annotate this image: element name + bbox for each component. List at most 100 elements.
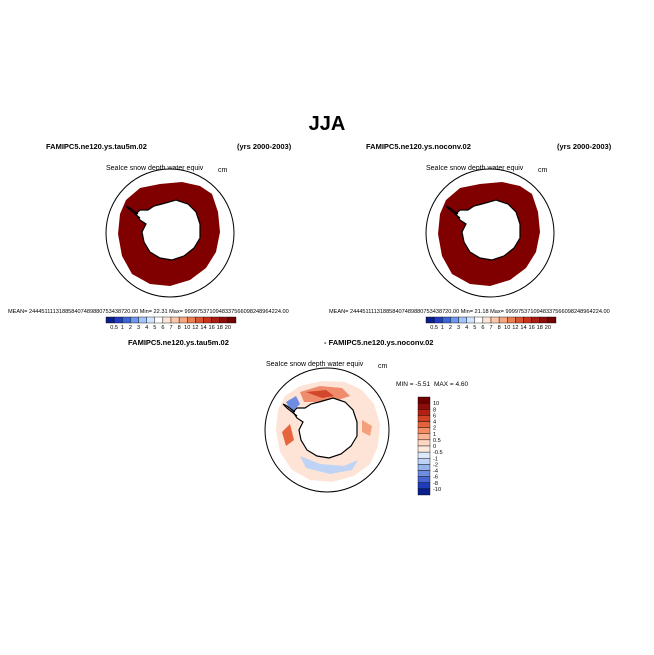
- right-colorbar-tick-label: 3: [457, 325, 460, 331]
- diff-colorbar-tick-label: 1: [433, 432, 436, 438]
- diff-colorbar-tick-label: 6: [433, 413, 436, 419]
- right-colorbar-tick-label: 20: [545, 325, 551, 331]
- right-colorbar-tick-label: 12: [512, 325, 518, 331]
- diff-case-b: - FAMIPC5.ne120.ys.noconv.02: [324, 338, 434, 347]
- diff-map: [264, 367, 390, 493]
- left-colorbar-swatch: [178, 316, 188, 324]
- diff-colorbar-swatch: [417, 396, 431, 404]
- diff-field-positive-patch-e: [362, 420, 372, 436]
- right-colorbar-tick-label: 1: [441, 325, 444, 331]
- left-colorbar-swatch: [162, 316, 172, 324]
- left-colorbar-swatch: [138, 316, 147, 324]
- left-colorbar-tick-label: 1: [121, 325, 124, 331]
- diff-colorbar-tick-label: -4: [433, 469, 438, 475]
- left-stats: MEAN= 244451111318858407489880753438720.…: [8, 309, 289, 315]
- left-colorbar-tick-label: 8: [178, 325, 181, 331]
- right-colorbar-swatch: [474, 316, 484, 324]
- right-colorbar-swatch: [531, 316, 540, 324]
- diff-colorbar-tick-label: 8: [433, 407, 436, 413]
- right-colorbar-tick-label: 8: [498, 325, 501, 331]
- diff-colorbar-swatch: [417, 482, 431, 490]
- left-colorbar-tick-label: 4: [145, 325, 148, 331]
- left-colorbar-tick-label: 18: [217, 325, 223, 331]
- left-colorbar-swatch: [195, 316, 204, 324]
- left-colorbar-tick-label: 3: [137, 325, 140, 331]
- right-map: [425, 168, 555, 298]
- diff-colorbar-swatch: [417, 451, 431, 459]
- diff-colorbar-swatch: [417, 433, 431, 441]
- left-colorbar-swatch: [146, 316, 155, 324]
- left-colorbar-swatch: [227, 316, 237, 324]
- diff-colorbar-tick-label: 0: [433, 444, 436, 450]
- left-colorbar: 0.5 1 2 3 4 5 6 7 8 10 12 14 16 18 20: [105, 316, 237, 331]
- diff-colorbar-tick-label: -6: [433, 475, 438, 481]
- left-colorbar-swatch: [130, 316, 139, 324]
- left-colorbar-tick-label: 20: [225, 325, 231, 331]
- left-colorbar-swatch: [170, 316, 180, 324]
- left-colorbar-swatch: [154, 316, 164, 324]
- left-colorbar-swatch: [105, 316, 115, 324]
- diff-colorbar-swatch: [417, 458, 431, 465]
- diff-colorbar-tick-label: -0.5: [433, 450, 443, 456]
- diff-field-negative-patch-nw: [286, 396, 300, 412]
- diff-max-label: MAX = 4.60: [434, 381, 469, 388]
- right-colorbar-tick-label: 6: [481, 325, 484, 331]
- left-colorbar-tick-label: 2: [129, 325, 132, 331]
- diff-variable-label: SeaIce snow depth water equiv: [266, 361, 364, 368]
- right-colorbar-tick-label: 7: [489, 325, 492, 331]
- diff-units: cm: [378, 363, 388, 370]
- right-units: cm: [538, 167, 548, 174]
- left-colorbar-tick-label: 6: [161, 325, 164, 331]
- right-colorbar-swatch: [433, 316, 443, 324]
- diff-colorbar-tick-label: 0.5: [433, 438, 441, 444]
- diff-min-label: MIN = -5.51: [396, 381, 431, 388]
- diff-colorbar-swatch: [417, 409, 431, 416]
- right-colorbar-tick-label: 5: [473, 325, 476, 331]
- right-variable-label: SeaIce snow depth water equiv: [426, 165, 524, 172]
- diff-colorbar-swatch: [417, 427, 431, 434]
- diff-colorbar-tick-label: 2: [433, 426, 436, 432]
- right-colorbar-swatch: [458, 316, 467, 324]
- right-colorbar-swatch: [498, 316, 508, 324]
- left-colorbar-swatch: [113, 316, 123, 324]
- right-stats: MEAN= 244451111318858407489880753438720.…: [329, 309, 610, 315]
- right-colorbar: 0.5 1 2 3 4 5 6 7 8 10 12 14 16 18 20: [425, 316, 557, 331]
- left-map: [105, 168, 235, 298]
- diff-field-negative-band: [300, 456, 358, 474]
- right-colorbar-tick-label: 10: [504, 325, 510, 331]
- left-colorbar-tick-label: 16: [209, 325, 215, 331]
- left-years: (yrs 2000-2003): [237, 142, 292, 151]
- right-colorbar-tick-label: 18: [537, 325, 543, 331]
- right-colorbar-tick-label: 2: [449, 325, 452, 331]
- diff-colorbar-tick-label: 4: [433, 420, 436, 426]
- diff-field-strong-positive: [306, 390, 334, 398]
- right-colorbar-swatch: [515, 316, 524, 324]
- left-colorbar-tick-label: 5: [153, 325, 156, 331]
- diff-colorbar-swatch: [417, 402, 431, 410]
- right-case-title: FAMIPC5.ne120.ys.noconv.02: [366, 142, 471, 151]
- diff-colorbar-swatch: [417, 445, 431, 453]
- left-variable-label: SeaIce snow depth water equiv: [106, 165, 204, 172]
- left-colorbar-swatch: [122, 316, 131, 324]
- diff-colorbar-tick-label: -1: [433, 456, 438, 462]
- diff-colorbar-swatch: [417, 476, 431, 483]
- right-colorbar-tick-label: 14: [520, 325, 526, 331]
- left-colorbar-swatch: [211, 316, 220, 324]
- right-colorbar-tick-label: 4: [465, 325, 468, 331]
- right-colorbar-swatch: [547, 316, 557, 324]
- left-colorbar-tick-label: 10: [184, 325, 190, 331]
- right-colorbar-swatch: [482, 316, 492, 324]
- right-colorbar-swatch: [490, 316, 500, 324]
- right-colorbar-swatch: [539, 316, 549, 324]
- diff-colorbar-swatch: [417, 464, 431, 471]
- right-colorbar-swatch: [523, 316, 532, 324]
- right-colorbar-swatch: [507, 316, 516, 324]
- right-colorbar-swatch: [442, 316, 451, 324]
- diff-colorbar-swatch: [417, 421, 431, 428]
- diff-field-positive-patch-w: [282, 424, 294, 446]
- right-colorbar-swatch: [425, 316, 435, 324]
- diff-colorbar-tick-label: -2: [433, 462, 438, 468]
- right-colorbar-swatch: [450, 316, 459, 324]
